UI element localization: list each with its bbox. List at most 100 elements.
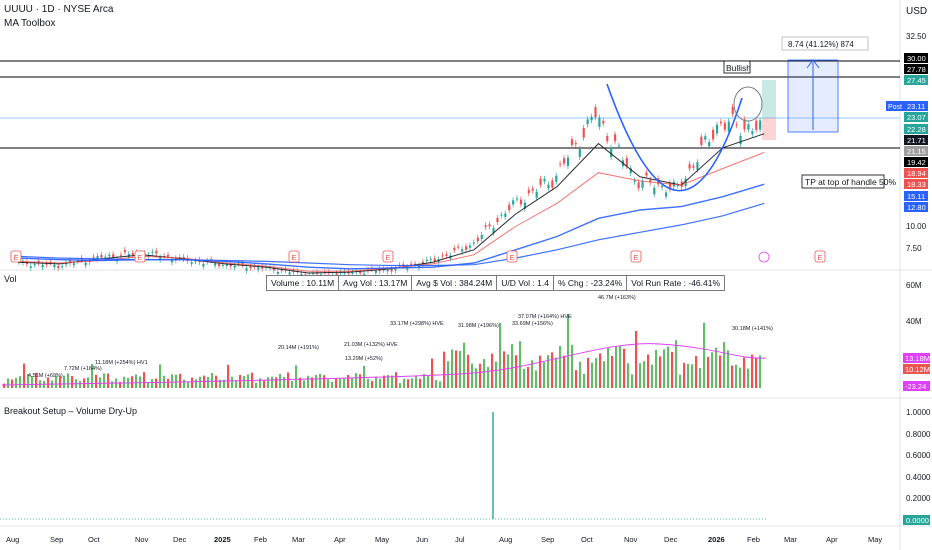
price-candle [617,145,621,147]
price-candle [696,162,699,170]
price-candle [551,180,554,188]
price-candle [245,268,248,271]
price-candle [190,262,193,264]
earnings-marker-label: E [138,253,143,262]
volume-bar [407,379,410,388]
volume-bar [343,377,346,388]
volume-tick-label: 60M [906,281,922,290]
price-candle [645,172,648,176]
price-badge [904,101,928,111]
price-candle [445,254,448,256]
volume-bar [195,379,198,388]
earnings-marker-label: E [292,253,297,262]
tp-note-box [801,174,885,189]
volume-bar [747,368,750,388]
price-candle [374,270,378,273]
volume-bar [319,373,322,388]
price-candle [708,142,711,147]
volume-bar [619,345,622,388]
price-candle [559,163,562,165]
price-candle [606,135,609,142]
volume-bar [515,355,518,388]
volume-bar [559,345,562,388]
price-candle [233,265,236,268]
time-axis-label: May [375,535,389,544]
price-badge [904,146,928,156]
price-candle [719,121,723,124]
time-axis-label: Nov [135,535,149,544]
volume-bar [267,377,270,388]
price-candle [229,263,232,267]
earnings-marker-label: E [510,253,515,262]
price-candle [394,268,397,271]
volume-bar [543,362,546,388]
price-candle [457,246,460,248]
price-candle [531,188,534,191]
currency-label: USD [906,6,928,17]
cup-pattern-curve [606,83,743,192]
price-tick-label: 32.50 [906,32,927,41]
price-candle [590,116,593,121]
price-candle [692,165,695,168]
volume-bar [99,377,102,388]
time-axis-label: Oct [581,535,594,544]
volume-bar [143,372,146,388]
price-candle [527,189,530,194]
volume-bar [339,377,342,388]
earnings-marker-label: E [818,253,823,262]
volume-bar [199,376,202,388]
volume-bar [659,356,662,388]
volume-bar [579,361,582,388]
price-badge [904,112,928,122]
price-candle [755,120,758,130]
price-candle [543,179,546,182]
volume-bar [567,314,570,388]
price-candle [731,106,734,115]
volume-bar [627,363,630,388]
volume-bar [415,375,418,388]
bullish-label-box [723,60,751,74]
volume-bar [395,372,398,388]
earnings-marker-label: E [14,253,19,262]
post-badge [886,101,904,111]
volume-bar [467,354,470,388]
volume-bar [187,382,190,388]
volume-bar [307,375,310,388]
price-badge [904,168,928,178]
indicator-tick-label: 0.6000 [906,451,931,460]
price-candle [649,179,652,183]
volume-bar [635,330,638,388]
price-candle [123,249,127,253]
volume-bar [235,380,238,388]
price-candle [45,263,48,265]
price-badge-label: 18.33 [907,180,926,189]
price-candle [112,254,115,258]
volume-bar [587,357,590,388]
earnings-marker [382,250,394,263]
price-candle [712,129,715,140]
price-candle [515,198,519,200]
volume-bar [471,363,474,388]
volume-bar [79,380,82,388]
price-candle [68,260,72,263]
volume-bar [719,355,722,388]
volume-bar [531,360,534,388]
price-badge-label: 22.28 [907,125,926,134]
time-axis-label: Mar [292,535,305,544]
price-candle [676,185,679,187]
price-candle [472,242,476,244]
volume-bar [271,376,274,388]
volume-bar [731,365,734,388]
volume-bar [383,375,386,388]
volume-bar [479,363,482,388]
price-candle [684,178,687,187]
price-badge-label: 21.71 [907,136,926,145]
price-badge-label: 18.94 [907,169,926,178]
volume-bar [743,357,746,388]
price-candle [425,259,428,261]
price-candle [155,250,158,254]
volume-bar [135,374,138,388]
price-candle [519,199,523,205]
price-candle [641,181,644,188]
volume-bar [63,375,66,388]
